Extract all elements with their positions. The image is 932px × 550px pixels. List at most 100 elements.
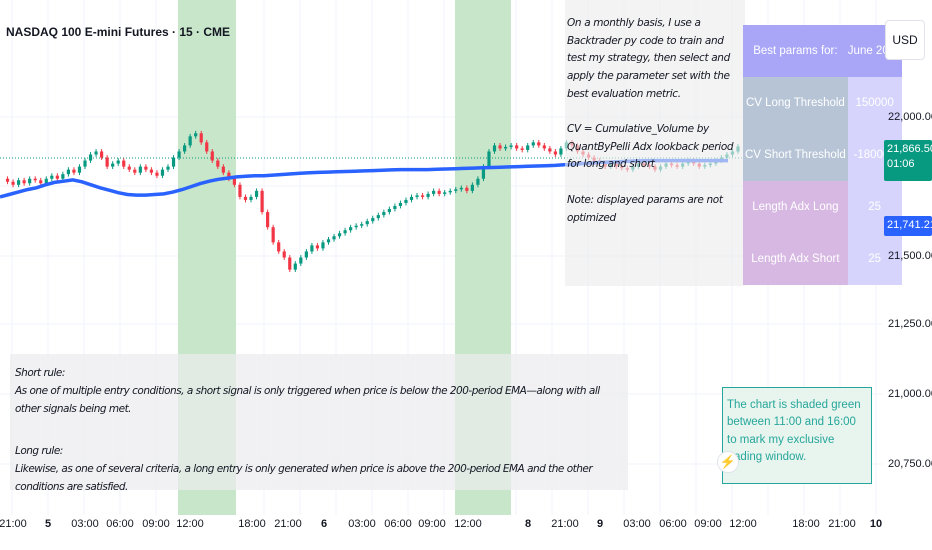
time-tick: 10: [869, 518, 883, 530]
time-tick: 21:00: [828, 518, 856, 530]
currency-button[interactable]: USD: [885, 20, 925, 60]
strategy-note-panel: On a monthly basis, I use a Backtrader p…: [565, 0, 745, 286]
candle-body: [210, 151, 214, 161]
candle-body: [299, 257, 303, 264]
note-paragraph: Note: displayed params are not optimized: [567, 194, 723, 224]
candle-body: [271, 227, 275, 243]
candle-body: [243, 196, 248, 200]
candle-body: [66, 169, 71, 175]
time-tick: 6: [320, 518, 328, 530]
bar-countdown: 01:06: [887, 157, 915, 170]
time-tick: 12:00: [454, 518, 482, 530]
candle-body: [465, 187, 469, 191]
candle-body: [149, 169, 154, 173]
candle-body: [520, 148, 524, 150]
candle-body: [177, 151, 181, 158]
candle-body: [22, 180, 26, 184]
candle-body: [492, 145, 497, 152]
candle-body: [321, 242, 325, 249]
time-tick: 09:00: [418, 518, 446, 530]
candle-body: [155, 172, 159, 176]
time-tick: 18:00: [792, 518, 820, 530]
param-label: Length Adx Short: [743, 233, 848, 285]
lightning-icon[interactable]: ⚡: [717, 451, 739, 473]
candle-body: [382, 212, 386, 216]
candle-body: [277, 242, 281, 252]
candle-body: [487, 151, 491, 167]
param-value: 150000: [847, 77, 902, 129]
candle-body: [481, 166, 486, 179]
candle-body: [138, 166, 142, 173]
params-header-label: Best params for:: [743, 25, 848, 77]
price-tick: 21,500.00: [888, 250, 932, 262]
time-tick: 5: [44, 518, 52, 530]
time-tick: 12:00: [729, 518, 757, 530]
time-tick: 18:00: [238, 518, 266, 530]
current-price: 21,866.50: [887, 143, 932, 155]
time-tick: 8: [524, 518, 532, 530]
candle-body: [199, 133, 203, 143]
note-paragraph: On a monthly basis, I use a Backtrader p…: [567, 17, 730, 100]
time-tick: 12:00: [176, 518, 204, 530]
candle-body: [282, 251, 286, 258]
trading-window-text: The chart is shaded green between 11:00 …: [727, 399, 861, 463]
candle-body: [531, 142, 535, 146]
current-price-label: 21,866.50 01:06: [884, 140, 932, 181]
candle-body: [55, 175, 59, 179]
short-rule-title: Short rule:: [15, 367, 65, 379]
candle-body: [503, 146, 508, 149]
candle-body: [39, 180, 43, 184]
candle-body: [548, 148, 552, 152]
candle-body: [194, 133, 198, 137]
time-tick: 03:00: [71, 518, 99, 530]
candle-body: [221, 166, 225, 173]
candle-body: [432, 190, 436, 194]
time-tick: 03:00: [623, 518, 651, 530]
candle-body: [310, 245, 314, 252]
candle-body: [360, 224, 364, 226]
candle-body: [387, 209, 391, 213]
candle-body: [111, 163, 115, 167]
candle-body: [205, 142, 209, 152]
price-tick: 21,250.00: [888, 318, 932, 330]
time-tick: 09:00: [142, 518, 170, 530]
param-value: 25: [847, 233, 902, 285]
candle-body: [515, 145, 519, 149]
candle-body: [459, 187, 463, 190]
candle-body: [354, 225, 358, 228]
candle-body: [365, 221, 369, 225]
candle-body: [437, 190, 441, 194]
time-tick: 06:00: [384, 518, 412, 530]
candle-body: [44, 178, 48, 184]
candle-body: [232, 178, 237, 185]
best-params-table: Best params for: June 2025 CV Long Thres…: [743, 25, 902, 285]
candle-body: [304, 251, 308, 258]
candle-body: [5, 178, 10, 182]
candle-body: [337, 233, 342, 237]
candle-body: [61, 174, 65, 179]
candle-body: [376, 215, 380, 219]
candle-body: [127, 166, 131, 170]
candle-body: [100, 151, 104, 158]
candle-body: [28, 178, 32, 184]
ema-price-label: 21,741.21: [884, 216, 932, 236]
candle-body: [133, 169, 137, 173]
candle-body: [122, 160, 126, 167]
candle-body: [404, 199, 408, 203]
candle-body: [171, 157, 176, 167]
candle-body: [537, 142, 541, 146]
candle-body: [498, 145, 502, 149]
candle-body: [11, 181, 15, 185]
candle-body: [50, 175, 54, 179]
candle-body: [559, 148, 563, 155]
candle-body: [77, 166, 82, 173]
time-tick: 21:00: [551, 518, 579, 530]
param-label: CV Short Threshold: [743, 129, 848, 181]
candle-body: [349, 227, 353, 231]
candle-body: [343, 230, 347, 234]
candle-body: [227, 172, 231, 179]
candle-body: [17, 180, 21, 185]
time-tick: 06:00: [106, 518, 134, 530]
time-tick: 21:00: [274, 518, 302, 530]
candle-body: [509, 145, 513, 147]
